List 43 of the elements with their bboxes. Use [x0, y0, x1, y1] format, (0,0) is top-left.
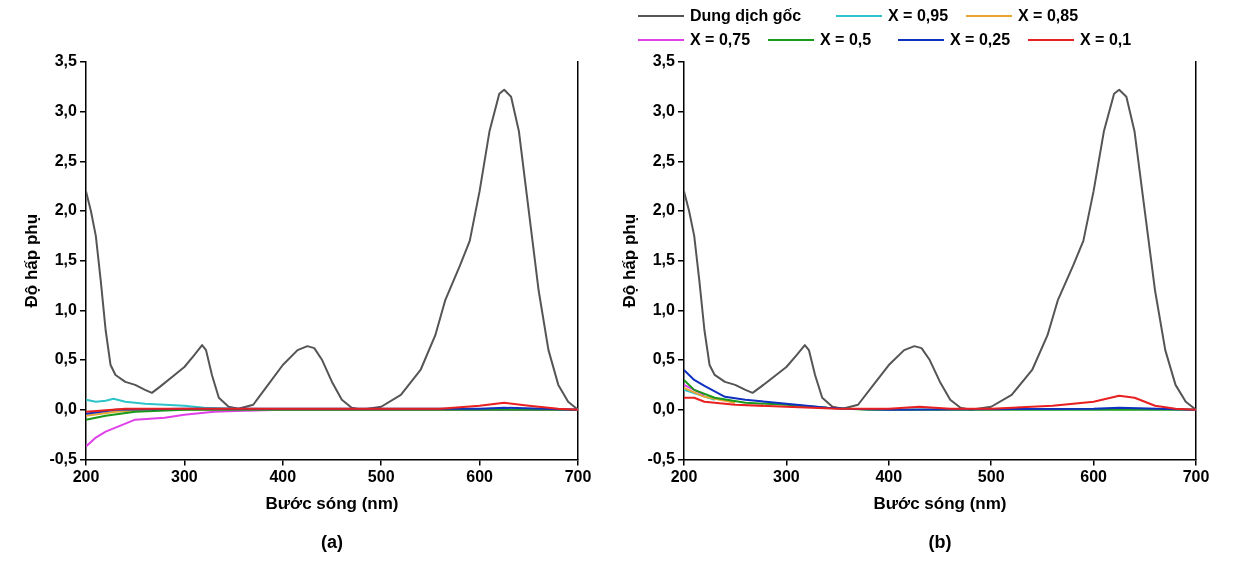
y-tick-label: 2,0	[652, 201, 676, 219]
y-tick-label: 3,5	[54, 52, 78, 70]
x-tick-label: 700	[564, 468, 592, 486]
y-tick-label: 2,5	[652, 151, 676, 169]
legend-label: Dung dịch gốc	[690, 7, 802, 25]
x-tick-label: 700	[1182, 468, 1210, 486]
y-tick-label: 0,5	[54, 350, 78, 368]
y-tick-label: 0,0	[652, 400, 676, 418]
y-tick-label: 1,5	[54, 251, 78, 269]
x-tick-label: 300	[773, 468, 800, 486]
legend-label: X = 0,1	[1080, 31, 1132, 49]
text: (a)	[320, 532, 343, 552]
y-axis-title: Độ hấp phụ	[21, 213, 41, 308]
y-tick-label: 3,5	[652, 52, 676, 70]
x-tick-label: 600	[466, 468, 494, 486]
legend-label: X = 0,75	[690, 31, 751, 49]
x-tick-label: 200	[670, 468, 698, 486]
x-tick-label: 500	[367, 468, 395, 486]
text: (b)	[928, 532, 952, 552]
x-tick-label: 300	[171, 468, 198, 486]
legend-label: X = 0,95	[888, 7, 949, 25]
y-tick-label: 3,0	[54, 102, 78, 120]
y-tick-label: 0,5	[652, 350, 676, 368]
y-tick-label: 1,0	[54, 300, 78, 318]
legend-label: X = 0,85	[1018, 7, 1079, 25]
x-tick-label: 200	[72, 468, 100, 486]
y-tick-label: 2,0	[54, 201, 78, 219]
y-tick-label: 1,5	[652, 251, 676, 269]
y-axis-title: Độ hấp phụ	[619, 213, 639, 308]
y-tick-label: -0,5	[49, 449, 78, 467]
legend-label: X = 0,25	[950, 31, 1011, 49]
x-tick-label: 400	[875, 468, 903, 486]
x-tick-label: 400	[269, 468, 297, 486]
x-tick-label: 600	[1080, 468, 1108, 486]
x-axis-title: Bước sóng (nm)	[873, 494, 1007, 514]
y-tick-label: 3,0	[652, 102, 676, 120]
legend-label: X = 0,5	[820, 31, 872, 49]
y-tick-label: 2,5	[54, 151, 78, 169]
x-tick-label: 500	[977, 468, 1005, 486]
y-tick-label: 1,0	[652, 300, 676, 318]
x-axis-title: Bước sóng (nm)	[265, 494, 399, 514]
y-tick-label: 0,0	[54, 400, 78, 418]
y-tick-label: -0,5	[647, 449, 676, 467]
